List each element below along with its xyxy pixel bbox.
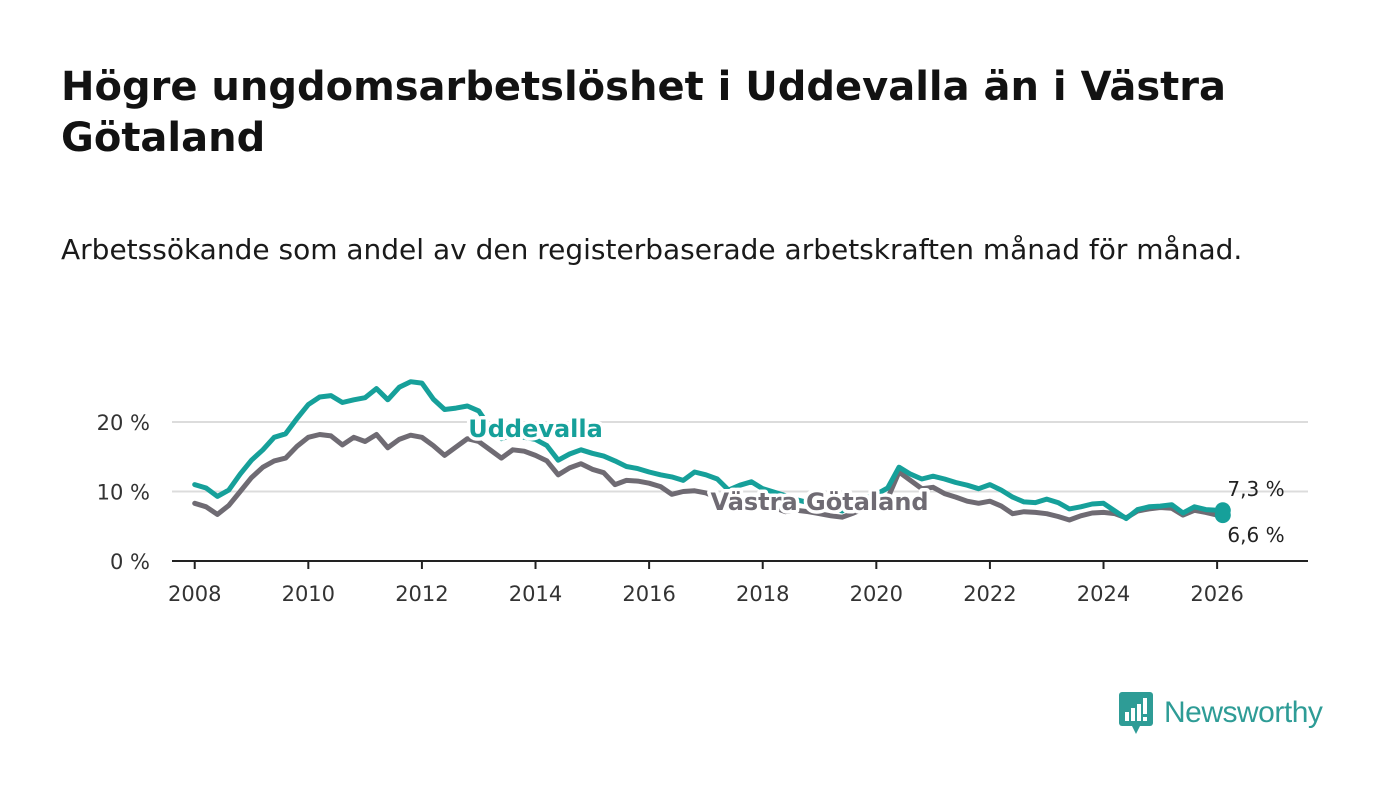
newsworthy-logo[interactable]: Newsworthy xyxy=(1118,690,1323,736)
y-tick-label: 20 % xyxy=(97,411,150,435)
series-label-uddevalla: Uddevalla xyxy=(468,415,603,443)
newsworthy-logo-icon xyxy=(1119,692,1153,734)
chart-subtitle: Arbetssökande som andel av den registerb… xyxy=(61,233,1243,266)
x-tick-label: 2026 xyxy=(1190,582,1243,606)
y-tick-label: 10 % xyxy=(97,481,150,505)
x-tick-label: 2018 xyxy=(736,582,789,606)
series-lines xyxy=(192,379,1231,524)
x-axis: 2008 2010 2012 2014 2016 2018 2020 2022 2024 2026 xyxy=(168,560,1308,606)
end-value-label-vastra-gotaland: 6,6 % xyxy=(1227,523,1284,547)
x-tick-label: 2020 xyxy=(850,582,903,606)
grid-lines xyxy=(172,421,1308,493)
x-tick-label: 2014 xyxy=(509,582,562,606)
x-tick-label: 2016 xyxy=(622,582,675,606)
x-tick-label: 2022 xyxy=(963,582,1016,606)
series-line-uddevalla xyxy=(192,379,1226,522)
y-tick-label: 0 % xyxy=(110,550,150,574)
x-tick-label: 2008 xyxy=(168,582,221,606)
y-axis: 0 % 10 % 20 % xyxy=(97,411,150,574)
series-line-vastra-gotaland xyxy=(192,432,1226,523)
series-label-vastra-gotaland: Västra Götaland xyxy=(710,488,928,516)
series-labels: Uddevalla Västra Götaland 7,3 % 6,6 % xyxy=(465,411,1285,547)
end-point-vastra-gotaland xyxy=(1214,507,1231,524)
x-tick-label: 2010 xyxy=(282,582,335,606)
x-tick-label: 2012 xyxy=(395,582,448,606)
newsworthy-logo-text: Newsworthy xyxy=(1164,696,1323,729)
line-chart: 2008 2010 2012 2014 2016 2018 2020 2022 2024 2026… xyxy=(97,379,1308,606)
chart-title: Högre ungdomsarbetslöshet i Uddevalla än… xyxy=(61,64,1226,161)
end-value-label-uddevalla: 7,3 % xyxy=(1227,477,1284,501)
x-tick-label: 2024 xyxy=(1077,582,1130,606)
